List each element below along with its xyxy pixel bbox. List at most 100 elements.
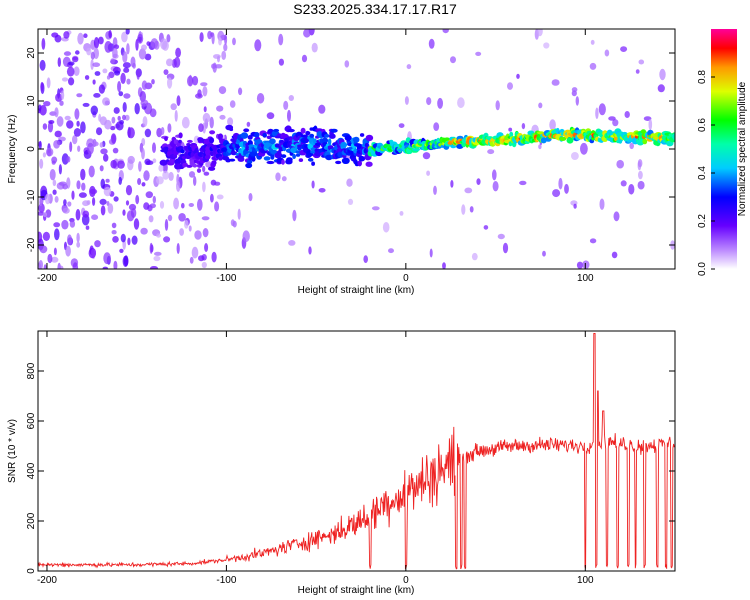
spectrogram-noise-blob — [292, 209, 297, 222]
spectrogram-noise-blob — [113, 260, 118, 269]
spectrogram-noise-blob — [194, 230, 202, 240]
spectrogram-noise-blob — [538, 144, 542, 150]
spectrogram-noise-blob — [162, 170, 170, 180]
spectrogram-ridge-blob — [209, 130, 216, 135]
spectrogram-noise-blob — [216, 105, 224, 112]
spectrogram-y-tick-label: 20 — [26, 47, 37, 59]
spectrogram-noise-blob — [173, 197, 180, 210]
spectrogram-noise-blob — [193, 176, 197, 186]
spectrogram-noise-blob — [575, 96, 579, 106]
spectrogram-noise-blob — [92, 79, 96, 85]
spectrogram-noise-blob — [163, 69, 169, 75]
spectrogram-noise-blob — [156, 233, 161, 238]
spectrogram-noise-blob — [54, 228, 60, 241]
spectrogram-noise-blob — [74, 108, 80, 120]
spectrogram-noise-blob — [154, 251, 162, 256]
spectrogram-noise-blob — [38, 140, 42, 150]
spectrogram-noise-blob — [110, 125, 116, 131]
spectrogram-noise-blob — [66, 156, 71, 163]
spectrogram-noise-blob — [127, 237, 131, 246]
spectrogram-noise-blob — [111, 230, 117, 235]
snr-panel: -200 -100 0 100 0 200 400 600 800 Height of stra… — [7, 330, 676, 596]
spectrogram-noise-blob — [134, 103, 140, 115]
spectrogram-noise-blob — [93, 93, 101, 98]
spectrogram-ridge-blob — [204, 154, 211, 160]
spectrogram-noise-blob — [89, 188, 98, 195]
spectrogram-noise-blob — [638, 59, 645, 65]
spectrogram-ridge-blob — [164, 136, 168, 142]
spectrogram-noise-blob — [344, 60, 350, 68]
spectrogram-noise-blob — [59, 100, 64, 106]
spectrogram-noise-blob — [107, 203, 114, 214]
spectrogram-noise-blob — [288, 240, 296, 246]
spectrogram-noise-blob — [81, 182, 86, 191]
spectrogram-noise-blob — [198, 123, 204, 132]
colorbar-gradient — [711, 29, 737, 269]
spectrogram-noise-blob — [521, 123, 526, 130]
spectrogram-noise-blob — [174, 110, 178, 122]
spectrogram-noise-blob — [404, 96, 409, 105]
spectrogram-noise-blob — [100, 148, 108, 155]
spectrogram-ridge-blob — [315, 142, 322, 146]
spectrogram-noise-blob — [66, 66, 75, 77]
colorbar-tick-label: 0.0 — [697, 262, 708, 276]
snr-y-axis-label: SNR (10 * v/v) — [7, 419, 18, 483]
spectrogram-ridge-blob — [309, 133, 315, 138]
spectrogram-noise-blob — [475, 51, 482, 57]
spectrogram-noise-blob — [67, 234, 72, 246]
spectrogram-noise-blob — [130, 208, 137, 218]
spectrogram-ridge-blob — [240, 132, 249, 139]
spectrogram-noise-blob — [102, 68, 108, 74]
spectrogram-noise-blob — [82, 200, 90, 207]
spectrogram-noise-blob — [94, 71, 101, 76]
spectrogram-noise-blob — [598, 103, 606, 116]
spectrogram-noise-blob — [39, 245, 48, 254]
spectrogram-y-tick-label: -20 — [26, 237, 37, 252]
spectrogram-noise-blob — [88, 165, 95, 178]
spectrogram-noise-blob — [112, 47, 118, 59]
spectrogram-ridge-blob — [311, 161, 315, 166]
spectrogram-noise-blob — [207, 30, 213, 40]
spectrogram-noise-blob — [571, 87, 578, 93]
spectrogram-noise-blob — [159, 201, 165, 209]
spectrogram-noise-blob — [91, 248, 96, 257]
spectrogram-noise-blob — [123, 255, 129, 267]
spectrogram-noise-blob — [72, 262, 79, 269]
spectrogram-noise-blob — [104, 41, 112, 53]
spectrogram-noise-blob — [61, 153, 69, 165]
spectrogram-noise-blob — [203, 106, 207, 113]
spectrogram-noise-blob — [589, 238, 597, 244]
spectrogram-noise-blob — [45, 147, 54, 157]
spectrogram-ridge-blob — [305, 130, 310, 136]
spectrogram-ridge-blob — [262, 132, 268, 138]
spectrogram-noise-blob — [138, 48, 147, 60]
spectrogram-heatmap — [38, 29, 675, 269]
spectrogram-noise-blob — [608, 116, 616, 121]
spectrogram-noise-blob — [318, 104, 326, 114]
spectrogram-y-tick-label: 10 — [26, 95, 37, 107]
spectrogram-noise-blob — [38, 231, 43, 243]
spectrogram-noise-blob — [214, 201, 220, 212]
spectrogram-x-axis-label: Height of straight line (km) — [298, 285, 415, 296]
spectrogram-noise-blob — [551, 79, 560, 86]
spectrogram-noise-blob — [38, 211, 45, 216]
spectrogram-noise-blob — [201, 261, 207, 269]
spectrogram-ridge-blob — [208, 166, 216, 171]
spectrogram-noise-blob — [611, 251, 618, 259]
spectrogram-noise-blob — [52, 179, 57, 187]
spectrogram-noise-blob — [429, 248, 433, 258]
spectrogram-noise-blob — [542, 250, 546, 257]
spectrogram-noise-blob — [176, 243, 180, 254]
spectrogram-noise-blob — [123, 93, 131, 99]
spectrogram-noise-blob — [218, 37, 222, 46]
spectrogram-noise-blob — [281, 176, 287, 182]
spectrogram-ridge-blob — [192, 163, 198, 168]
spectrogram-noise-blob — [54, 196, 59, 203]
spectrogram-noise-blob — [179, 228, 185, 236]
spectrogram-noise-blob — [571, 152, 579, 160]
spectrogram-noise-blob — [200, 82, 208, 87]
spectrogram-noise-blob — [502, 242, 509, 254]
spectrogram-noise-blob — [124, 114, 130, 121]
spectrogram-noise-blob — [60, 90, 65, 100]
spectrogram-noise-blob — [122, 102, 127, 113]
